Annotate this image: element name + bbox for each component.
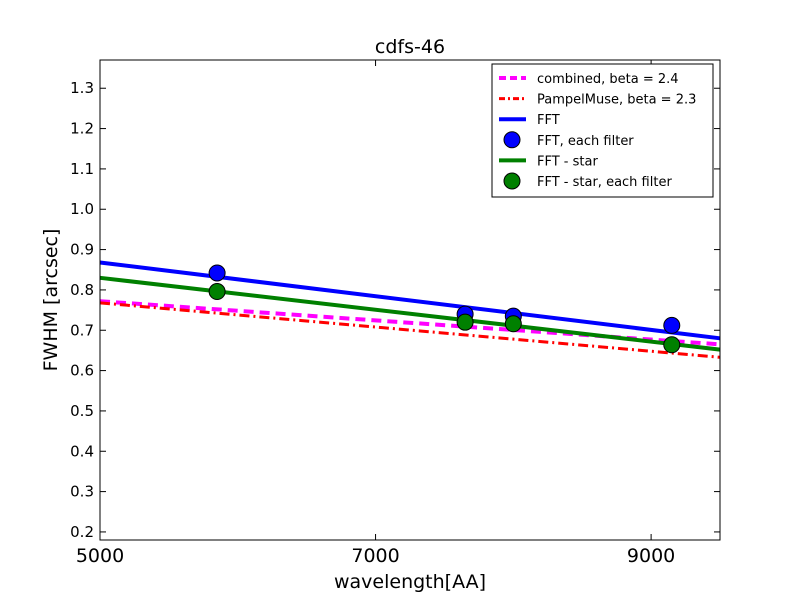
legend-box xyxy=(491,63,714,198)
x-tick-label: 7000 xyxy=(351,545,399,567)
legend-label-4: FFT - star xyxy=(537,154,598,169)
series-5-point-3 xyxy=(663,336,681,354)
y-tick-label: 1.1 xyxy=(70,160,94,178)
legend-label-1: PampelMuse, beta = 2.3 xyxy=(537,93,696,108)
legend-label-0: combined, beta = 2.4 xyxy=(537,72,679,87)
x-tick-label: 9000 xyxy=(627,545,675,567)
axes-frame xyxy=(99,59,721,541)
y-tick-label: 0.6 xyxy=(70,362,94,380)
series-line-2 xyxy=(99,260,721,341)
y-tick-label: 0.3 xyxy=(70,483,94,501)
legend-marker-5 xyxy=(503,172,521,190)
legend-marker-3 xyxy=(503,131,521,149)
y-tick-label: 0.4 xyxy=(70,442,94,460)
y-tick-label: 1.3 xyxy=(70,79,94,97)
y-axis-label: FWHM [arcsec] xyxy=(40,229,62,372)
y-tick-label: 1.2 xyxy=(70,120,94,138)
x-axis-label: wavelength[AA] xyxy=(334,571,486,593)
series-5-point-1 xyxy=(456,313,474,331)
series-3-point-3 xyxy=(663,316,681,334)
series-3-point-0 xyxy=(208,264,226,282)
y-tick-label: 0.2 xyxy=(70,523,94,541)
legend-label-5: FFT - star, each filter xyxy=(537,175,672,190)
y-tick-label: 1.0 xyxy=(70,200,94,218)
y-tick-label: 0.7 xyxy=(70,321,94,339)
y-tick-label: 0.8 xyxy=(70,281,94,299)
axis-ticks: 0.2 0.3 0.4 0.5 0.6 0.7 0.8 0.9 1.0 1.1 1.2 1.3 5000… xyxy=(70,60,720,567)
legend-label-3: FFT, each filter xyxy=(537,134,634,149)
series-line-1 xyxy=(99,301,721,359)
plot-area xyxy=(99,260,721,359)
legend-label-2: FFT xyxy=(537,113,560,128)
series-5-point-2 xyxy=(504,315,522,333)
chart-title: cdfs-46 xyxy=(375,36,445,58)
x-tick-label: 5000 xyxy=(76,545,124,567)
series-5-point-0 xyxy=(208,283,226,301)
y-tick-label: 0.9 xyxy=(70,241,94,259)
series-line-4 xyxy=(99,275,721,352)
y-tick-label: 0.5 xyxy=(70,402,94,420)
legend: combined, beta = 2.4 PampelMuse, beta = 2… xyxy=(491,63,714,198)
